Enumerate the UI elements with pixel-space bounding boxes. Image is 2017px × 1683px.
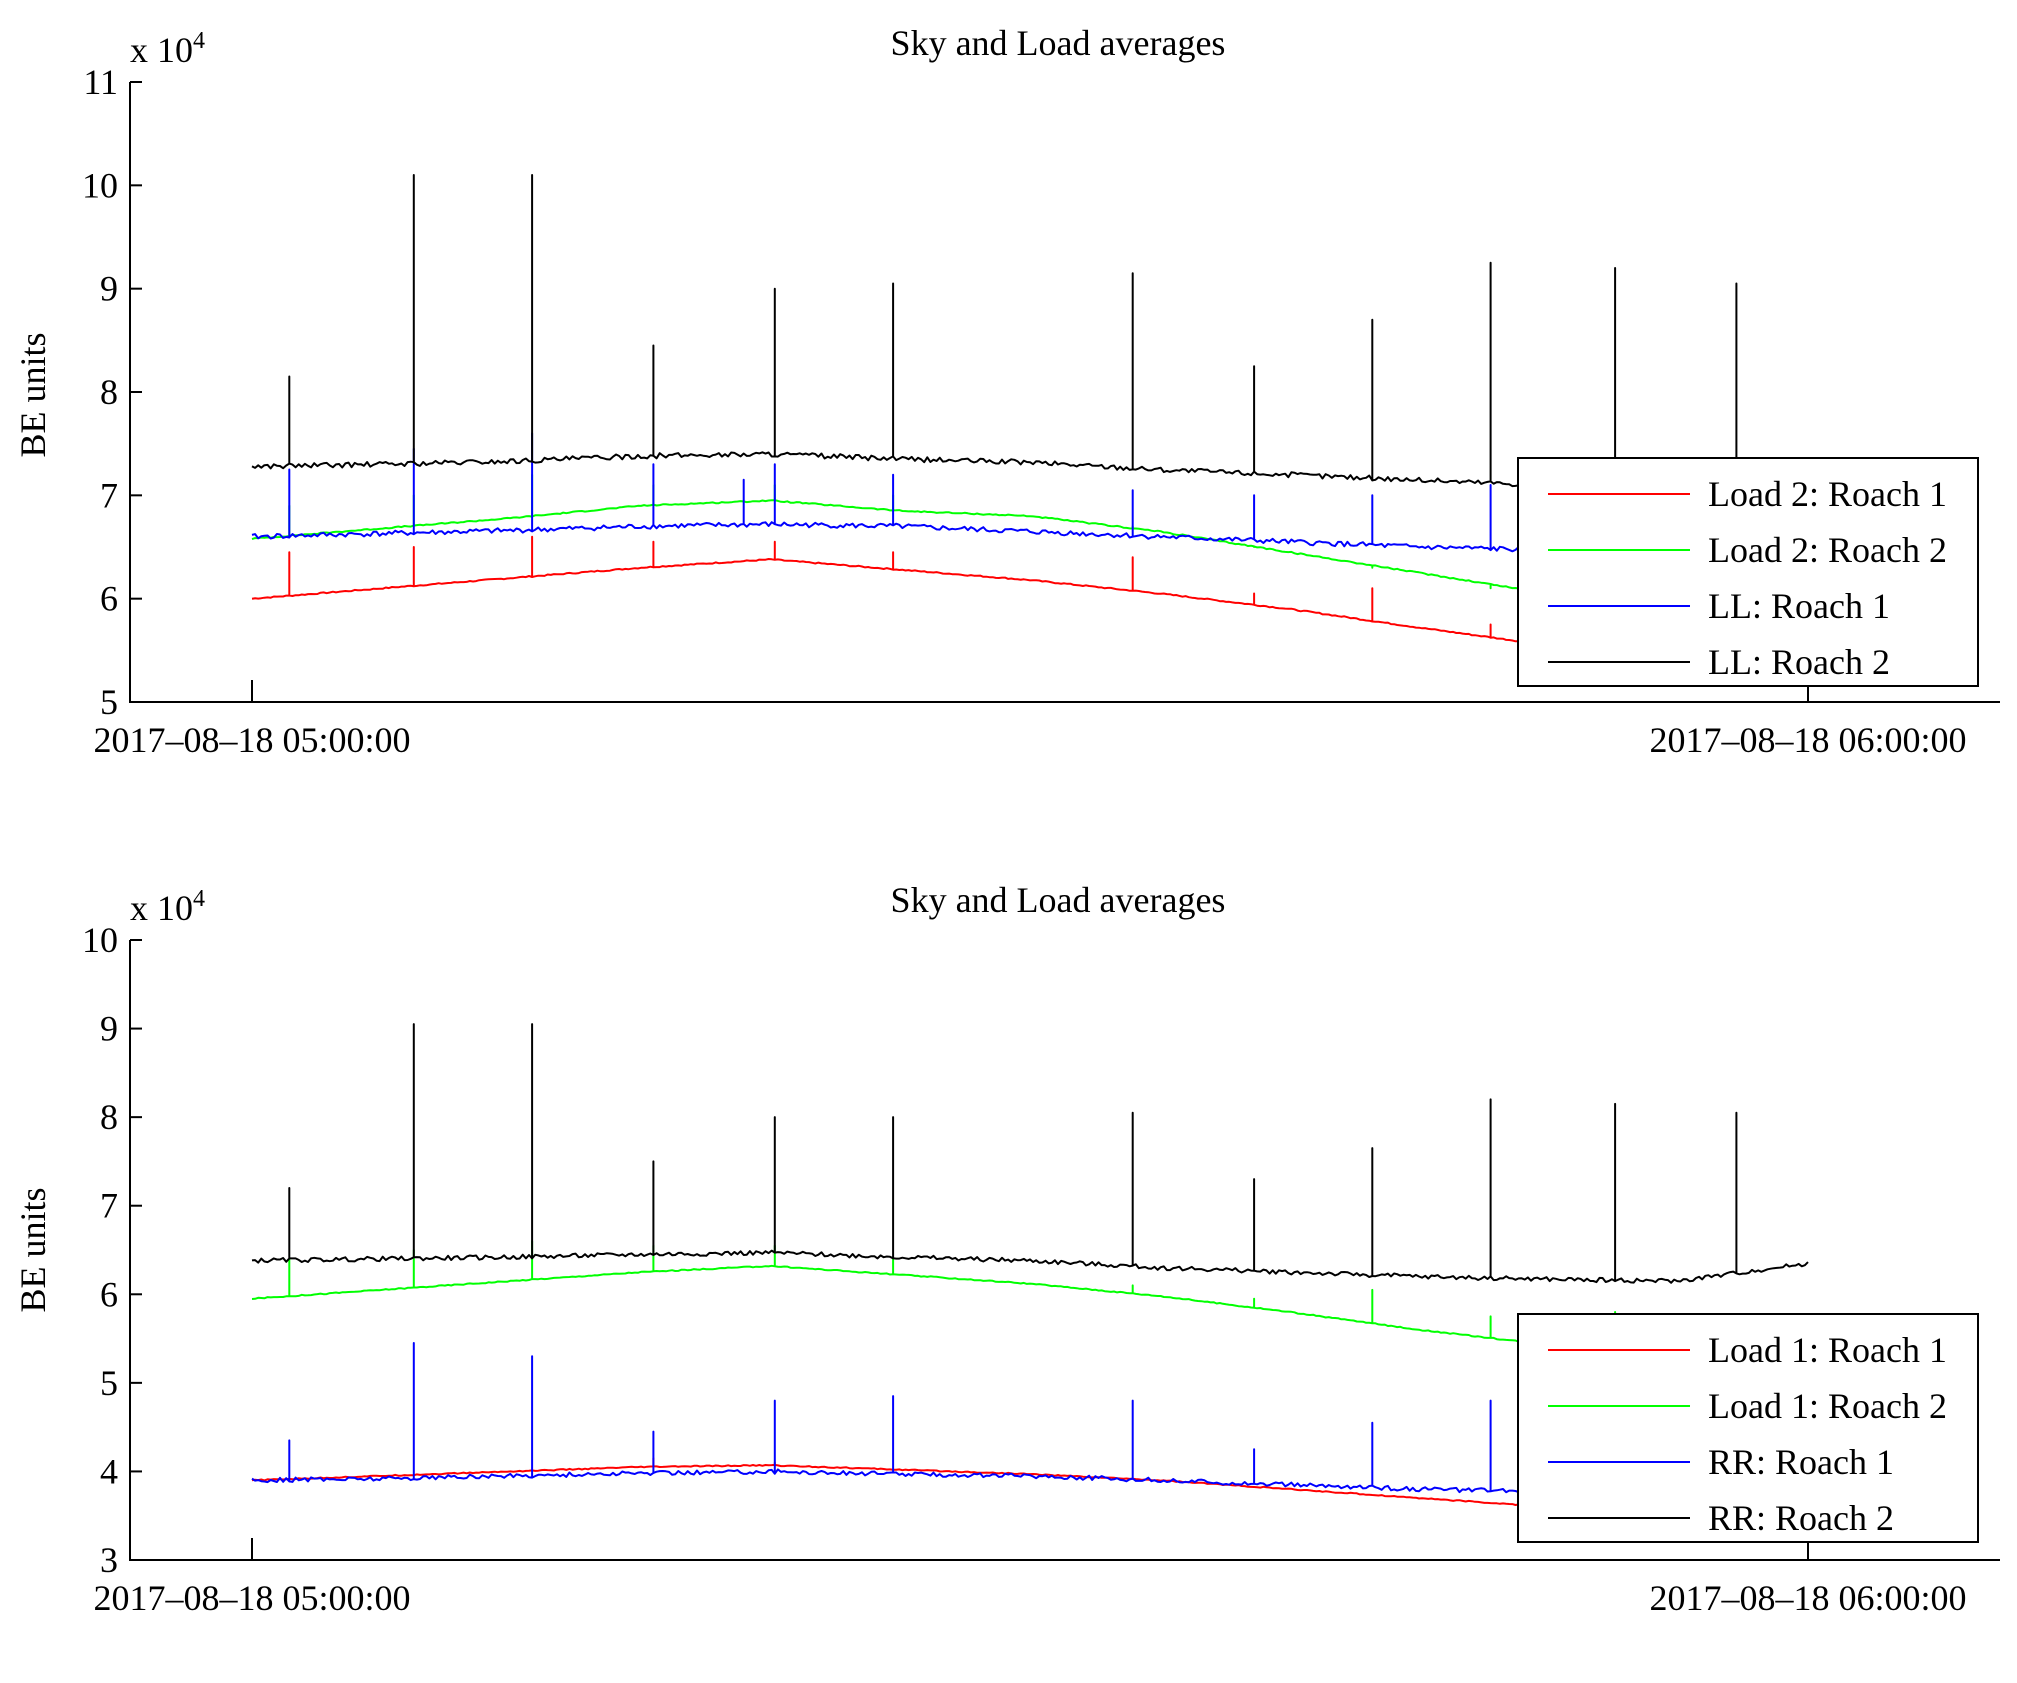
top-y-tick-label: 5 xyxy=(100,682,118,722)
bottom-axes xyxy=(129,940,2000,1561)
top-legend-label: LL: Roach 2 xyxy=(1708,642,1890,682)
bottom-y-ticks: 3 4 5 6 7 8 9 10 xyxy=(82,920,142,1580)
top-series-ll-roach-2 xyxy=(251,174,1809,491)
bottom-legend-box xyxy=(1517,1313,1979,1543)
top-y-tick-label: 10 xyxy=(82,165,118,205)
top-chart-panel: Sky and Load averages x 104 BE units 5 6 7… xyxy=(13,23,2000,760)
top-y-tick-label: 7 xyxy=(100,475,118,515)
bottom-y-tick-label: 8 xyxy=(100,1097,118,1137)
bottom-x-tick-label: 2017–08–18 05:00:00 xyxy=(93,1578,410,1618)
bottom-legend-label: Load 1: Roach 2 xyxy=(1708,1386,1947,1426)
bottom-legend: Load 1: Roach 1 Load 1: Roach 2 RR: Roach … xyxy=(1517,1313,1979,1543)
top-y-tick-label: 6 xyxy=(100,579,118,619)
bottom-y-tick-label: 5 xyxy=(100,1363,118,1403)
bottom-chart-panel: Sky and Load averages x 104 BE units 3 4 5… xyxy=(13,880,2000,1618)
bottom-y-tick-label: 10 xyxy=(82,920,118,960)
top-y-exponent: x 104 xyxy=(130,28,205,70)
top-y-ticks: 5 6 7 8 9 10 11 xyxy=(82,62,142,722)
bottom-y-tick-label: 7 xyxy=(100,1186,118,1226)
top-y-tick-label: 9 xyxy=(100,269,118,309)
top-legend-label: LL: Roach 1 xyxy=(1708,586,1890,626)
bottom-y-tick-label: 3 xyxy=(100,1540,118,1580)
top-axes xyxy=(129,82,2000,703)
bottom-legend-label: RR: Roach 2 xyxy=(1708,1498,1894,1538)
top-x-tick-label: 2017–08–18 06:00:00 xyxy=(1649,720,1966,760)
bottom-legend-label: Load 1: Roach 1 xyxy=(1708,1330,1947,1370)
bottom-chart-title: Sky and Load averages xyxy=(891,880,1226,920)
top-legend-label: Load 2: Roach 2 xyxy=(1708,530,1947,570)
bottom-legend-label: RR: Roach 1 xyxy=(1708,1442,1894,1482)
top-legend-box xyxy=(1517,457,1979,687)
bottom-y-tick-label: 4 xyxy=(100,1451,118,1491)
top-x-tick-label: 2017–08–18 05:00:00 xyxy=(93,720,410,760)
top-legend-label: Load 2: Roach 1 xyxy=(1708,474,1947,514)
top-x-ticks: 2017–08–18 05:00:00 2017–08–18 06:00:00 xyxy=(93,680,1967,760)
bottom-x-tick-label: 2017–08–18 06:00:00 xyxy=(1649,1578,1966,1618)
top-chart-title: Sky and Load averages xyxy=(891,23,1226,63)
bottom-y-exponent: x 104 xyxy=(130,886,205,928)
bottom-y-tick-label: 9 xyxy=(100,1009,118,1049)
bottom-y-axis-label: BE units xyxy=(13,1187,53,1312)
bottom-series-rr-roach-2 xyxy=(251,1023,1809,1284)
top-y-tick-label: 8 xyxy=(100,372,118,412)
top-y-axis-label: BE units xyxy=(13,332,53,457)
top-y-tick-label: 11 xyxy=(83,62,118,102)
top-legend: Load 2: Roach 1 Load 2: Roach 2 LL: Roach … xyxy=(1517,457,1979,687)
bottom-x-ticks: 2017–08–18 05:00:00 2017–08–18 06:00:00 xyxy=(93,1538,1967,1618)
bottom-y-tick-label: 6 xyxy=(100,1274,118,1314)
